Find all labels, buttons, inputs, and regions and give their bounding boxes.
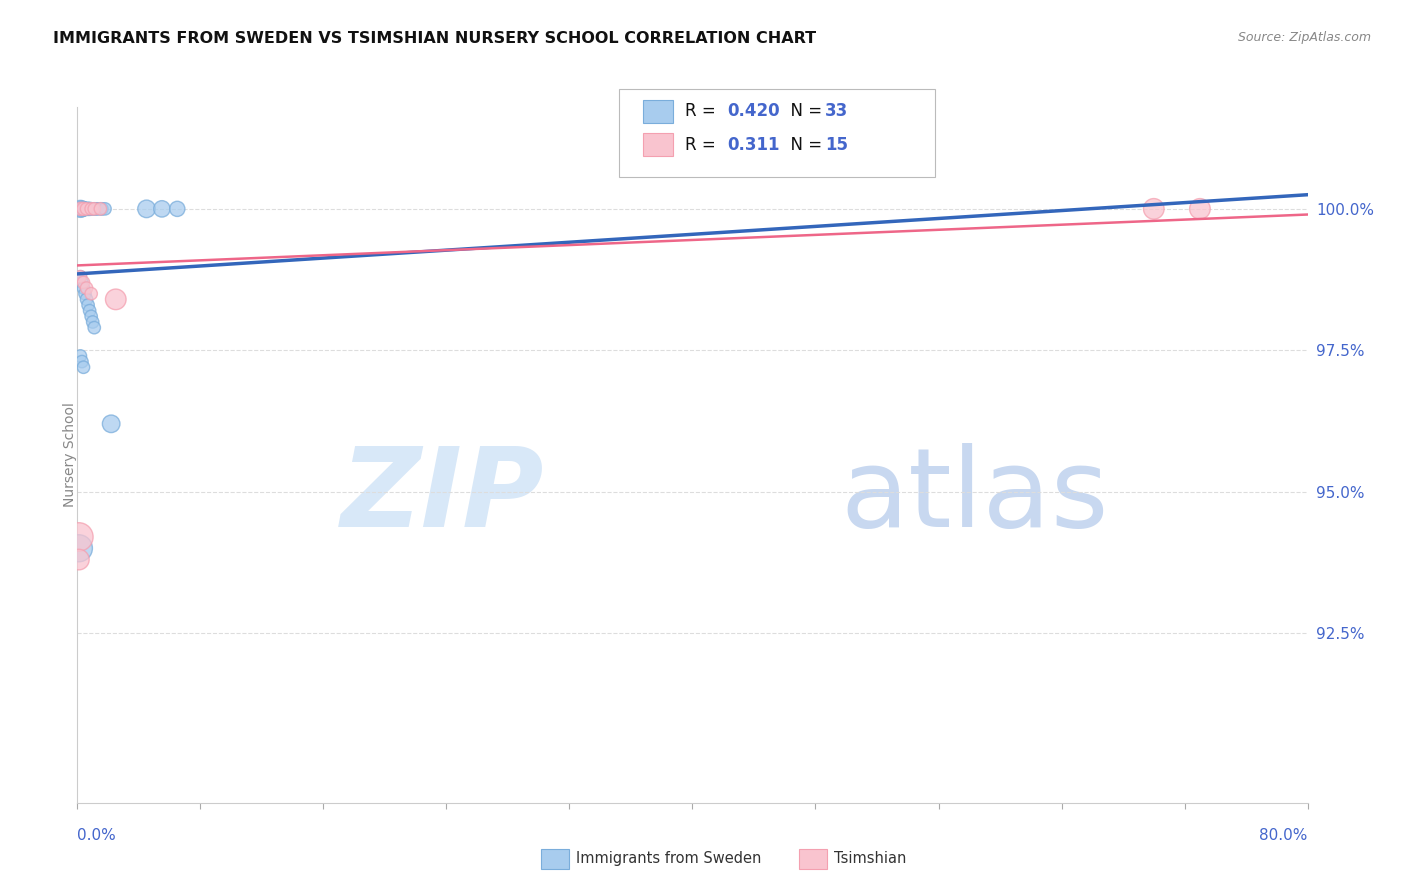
Point <box>82 202 104 216</box>
Point <box>90 202 114 216</box>
Point <box>89 202 111 216</box>
Text: 0.0%: 0.0% <box>77 828 117 843</box>
Point <box>77 298 100 312</box>
Point <box>76 293 98 307</box>
Point <box>72 202 94 216</box>
Text: R =: R = <box>685 136 725 153</box>
Point <box>72 281 94 295</box>
Point <box>83 202 105 216</box>
Point <box>76 281 98 295</box>
Point <box>80 202 103 216</box>
Text: Tsimshian: Tsimshian <box>834 851 905 865</box>
Text: N =: N = <box>780 136 828 153</box>
Point <box>94 202 117 216</box>
Point <box>73 286 96 301</box>
Text: atlas: atlas <box>841 443 1108 550</box>
Text: 80.0%: 80.0% <box>1260 828 1308 843</box>
Point <box>77 202 100 216</box>
Point <box>67 530 90 544</box>
Point <box>83 320 105 334</box>
Point <box>79 303 101 318</box>
Point <box>69 269 91 284</box>
Point <box>70 202 93 216</box>
Point <box>1143 202 1166 216</box>
Text: R =: R = <box>685 103 721 120</box>
Point <box>73 202 96 216</box>
Point <box>80 286 103 301</box>
Text: 0.420: 0.420 <box>727 103 779 120</box>
Text: ZIP: ZIP <box>342 443 546 550</box>
Point <box>83 202 105 216</box>
Point <box>72 276 94 290</box>
Point <box>69 349 91 363</box>
Point <box>1188 202 1211 216</box>
Point <box>76 202 98 216</box>
Text: N =: N = <box>780 103 828 120</box>
Point <box>89 202 111 216</box>
Point <box>80 202 103 216</box>
Text: 0.311: 0.311 <box>727 136 779 153</box>
Text: Source: ZipAtlas.com: Source: ZipAtlas.com <box>1237 31 1371 45</box>
Point <box>67 541 90 556</box>
Y-axis label: Nursery School: Nursery School <box>63 402 77 508</box>
Point <box>104 293 127 307</box>
Point <box>150 202 173 216</box>
Point <box>76 202 98 216</box>
Text: 15: 15 <box>825 136 848 153</box>
Text: IMMIGRANTS FROM SWEDEN VS TSIMSHIAN NURSERY SCHOOL CORRELATION CHART: IMMIGRANTS FROM SWEDEN VS TSIMSHIAN NURS… <box>53 31 817 46</box>
Point <box>82 315 104 329</box>
Point <box>70 354 93 368</box>
Point <box>69 202 91 216</box>
Point <box>70 276 93 290</box>
Point <box>72 360 94 375</box>
Point <box>135 202 157 216</box>
Text: Immigrants from Sweden: Immigrants from Sweden <box>576 851 762 865</box>
Point <box>69 269 91 284</box>
Point <box>166 202 188 216</box>
Point <box>69 202 91 216</box>
Point <box>86 202 108 216</box>
Point <box>84 202 107 216</box>
Point <box>80 310 103 324</box>
Point <box>67 552 90 566</box>
Text: 33: 33 <box>825 103 849 120</box>
Point <box>100 417 122 431</box>
Point <box>72 202 94 216</box>
Point <box>79 202 101 216</box>
